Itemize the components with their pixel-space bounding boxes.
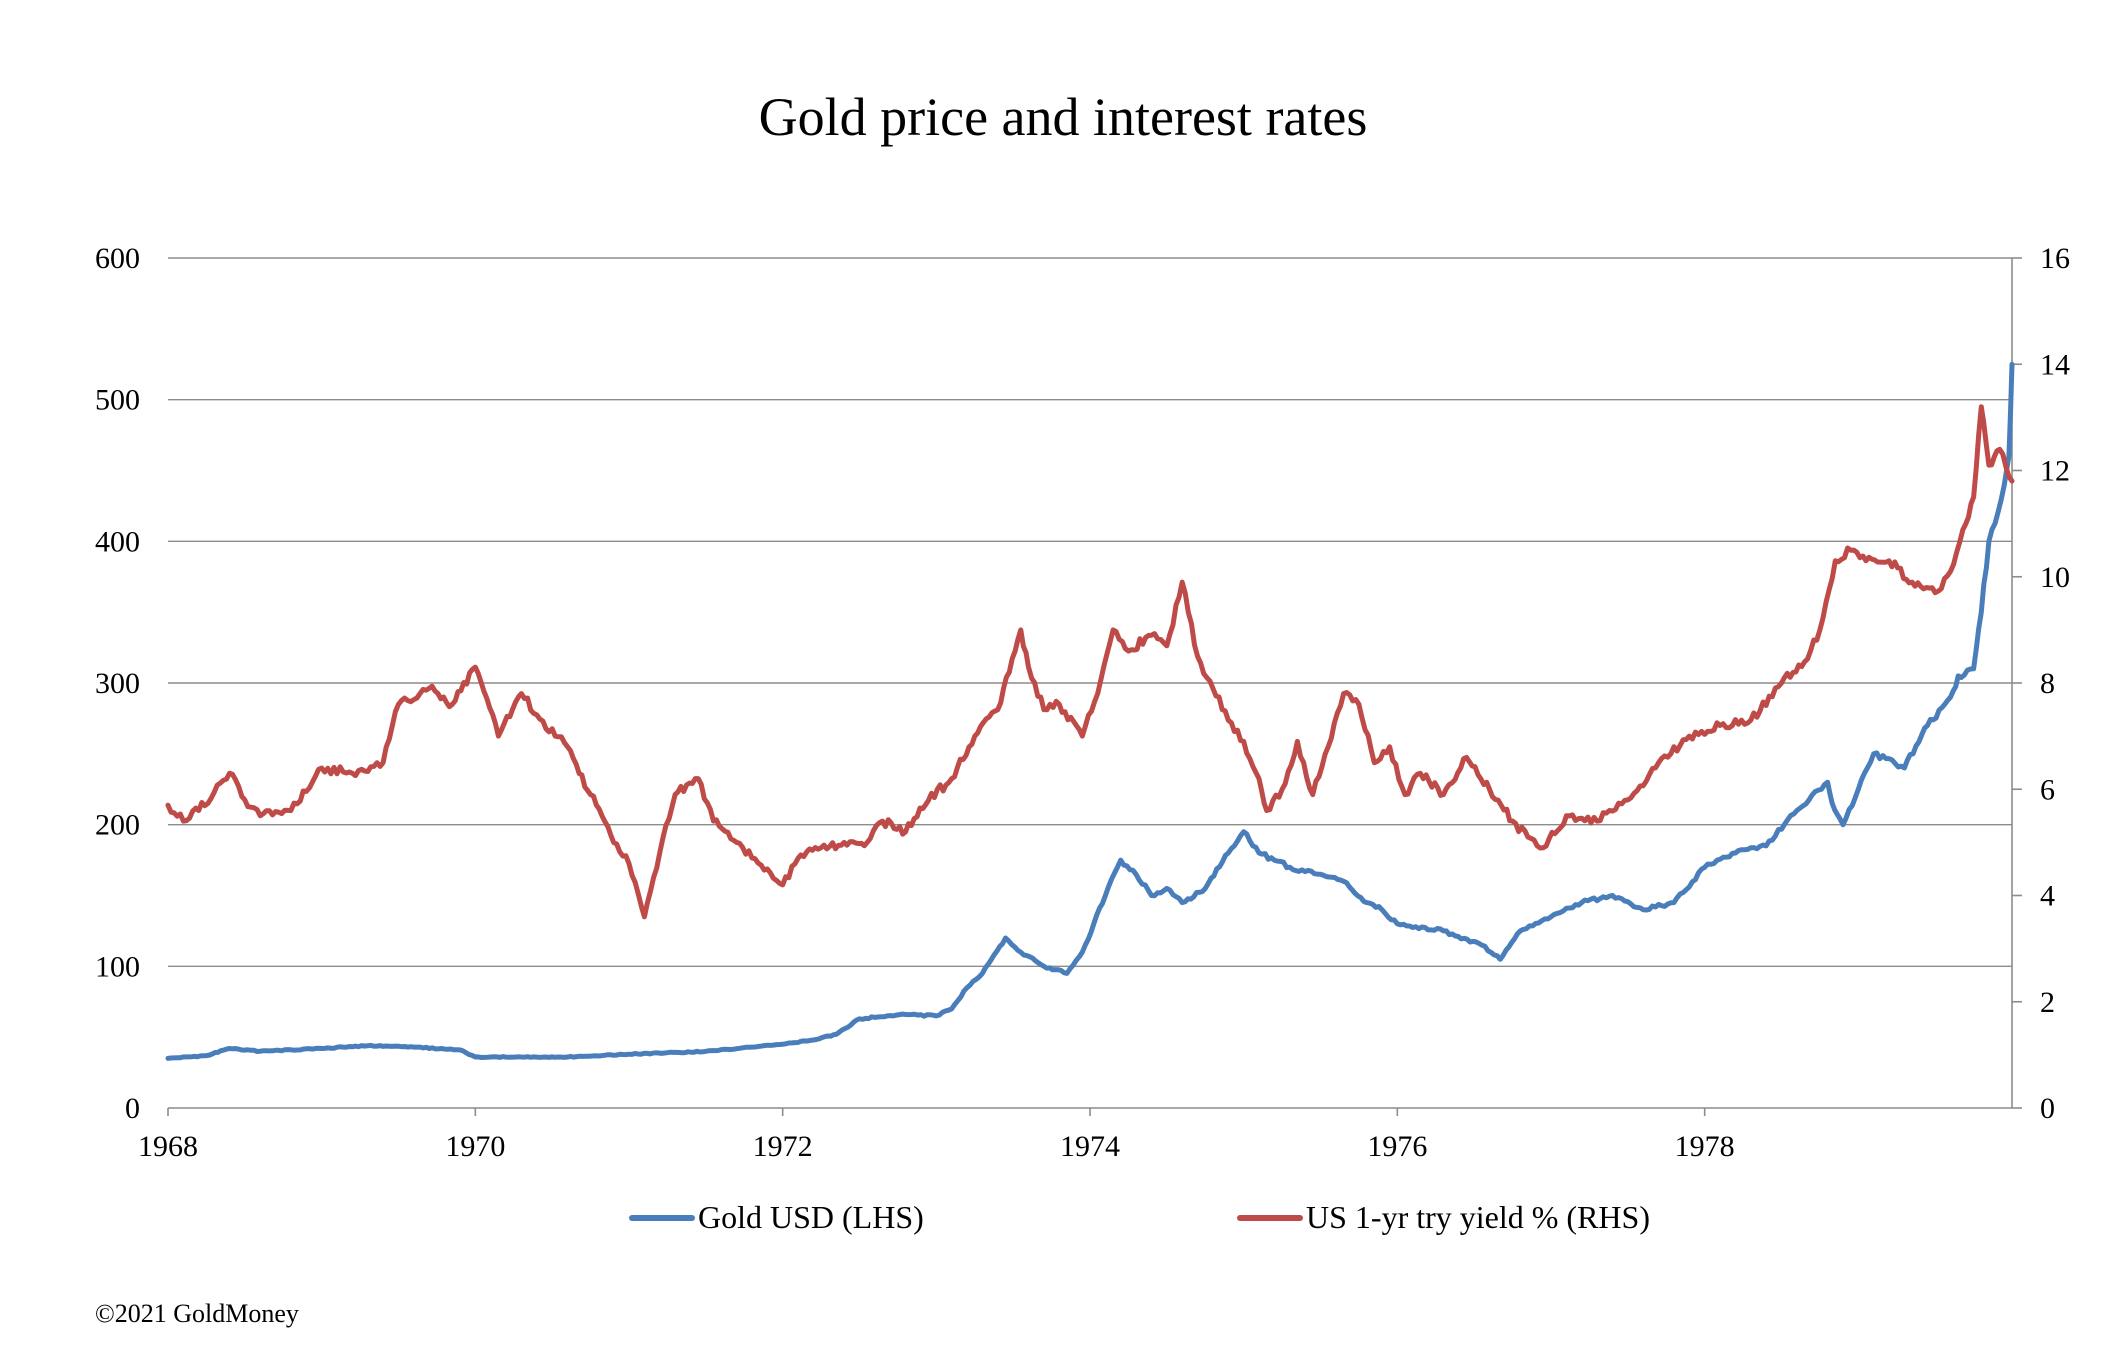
right-tick-label: 12 [2040,455,2070,488]
gridlines [168,257,2012,968]
right-tick-label: 6 [2040,773,2055,806]
x-tick-label: 1968 [138,1130,198,1163]
copyright-note: ©2021 GoldMoney [95,1299,299,1328]
left-tick-label: 300 [95,667,140,700]
legend-label: Gold USD (LHS) [698,1199,924,1235]
right-tick-label: 8 [2040,667,2055,700]
left-tick-label: 100 [95,950,140,983]
left-tick-label: 400 [95,525,140,558]
right-tick-label: 16 [2040,242,2070,275]
x-tick-label: 1978 [1675,1130,1735,1163]
left-tick-label: 500 [95,384,140,417]
chart-title: Gold price and interest rates [759,87,1368,147]
left-axis-ticks: 0 100 200 300 400 500 600 [95,242,140,1125]
right-tick-label: 4 [2040,880,2055,913]
x-tick-label: 1970 [445,1130,505,1163]
right-tick-label: 2 [2040,986,2055,1019]
legend: Gold USD (LHS) US 1-yr try yield % (RHS) [629,1199,1650,1235]
x-axis-ticks: 1968 1970 1972 1974 1976 1978 [138,1108,1735,1163]
plot-series [165,361,2015,1061]
series-line [165,361,2015,1061]
right-axis-ticks: 0 2 4 6 8 10 12 14 16 [2012,242,2070,1125]
x-tick-label: 1974 [1060,1130,1120,1163]
x-tick-label: 1972 [753,1130,813,1163]
x-tick-label: 1976 [1367,1130,1427,1163]
left-tick-label: 0 [125,1092,140,1125]
right-tick-label: 14 [2040,348,2070,381]
legend-label: US 1-yr try yield % (RHS) [1306,1199,1650,1235]
left-tick-label: 200 [95,809,140,842]
right-tick-label: 0 [2040,1092,2055,1125]
series-line [165,404,2015,920]
left-tick-label: 600 [95,242,140,275]
right-tick-label: 10 [2040,561,2070,594]
